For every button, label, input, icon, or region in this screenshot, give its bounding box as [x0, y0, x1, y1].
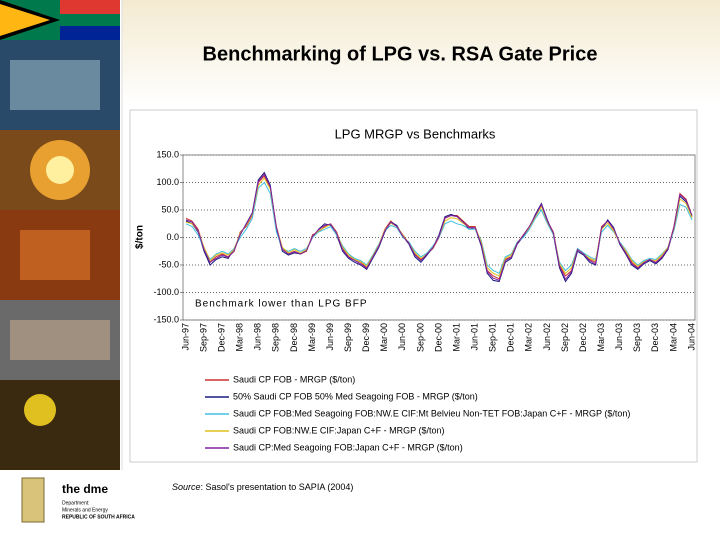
source: Source: Sasol's presentation to SAPIA (2…: [172, 482, 353, 492]
legend-label: Saudi CP FOB:NW.E CIF:Japan C+F - MRGP (…: [233, 425, 444, 435]
y-tick-label: 100.0: [156, 177, 179, 187]
image-strip: [0, 0, 120, 470]
x-tick-label: Jun-03: [614, 323, 624, 351]
annotation: Benchmark lower than LPG BFP: [195, 299, 368, 310]
y-tick-label: 50.0: [161, 204, 179, 214]
slide-title: Benchmarking of LPG vs. RSA Gate Price: [203, 43, 598, 65]
x-tick-label: Mar-00: [379, 323, 389, 352]
x-tick-label: Dec-01: [506, 323, 516, 352]
y-tick-label: -100.0: [153, 287, 179, 297]
x-tick-label: Jun-02: [542, 323, 552, 351]
x-tick-label: Dec-02: [578, 323, 588, 352]
legend-label: Saudi CP:Med Seagoing FOB:Japan C+F - MR…: [233, 442, 463, 452]
x-tick-label: Mar-99: [307, 323, 317, 352]
x-tick-label: Mar-03: [596, 323, 606, 352]
x-tick-label: Jun-99: [325, 323, 335, 351]
x-tick-label: Dec-97: [217, 323, 227, 352]
x-tick-label: Dec-00: [433, 323, 443, 352]
logo-line: REPUBLIC OF SOUTH AFRICA: [62, 514, 135, 520]
y-tick-label: 150.0: [156, 149, 179, 159]
x-tick-label: Mar-01: [451, 323, 461, 352]
chart-title: LPG MRGP vs Benchmarks: [335, 126, 496, 141]
logo-line: Department:: [62, 500, 90, 506]
chart-frame: [129, 109, 698, 463]
x-tick-label: Mar-04: [668, 323, 678, 352]
x-tick-label: Jun-97: [180, 323, 190, 351]
x-tick-label: Jun-00: [397, 323, 407, 351]
x-tick-label: Sep-99: [343, 323, 353, 352]
y-tick-label: -150.0: [153, 314, 179, 324]
y-tick-label: 0.0: [166, 232, 179, 242]
x-tick-label: Dec-99: [361, 323, 371, 352]
x-tick-label: Sep-97: [198, 323, 208, 352]
legend-label: Saudi CP FOB - MRGP ($/ton): [233, 374, 355, 384]
header-bg: [122, 0, 720, 105]
x-tick-label: Sep-98: [271, 323, 281, 352]
x-tick-label: Jun-01: [470, 323, 480, 351]
logo-line: Minerals and Energy: [62, 507, 108, 513]
y-tick-label: -50.0: [158, 259, 179, 269]
x-tick-label: Mar-02: [524, 323, 534, 352]
x-tick-label: Dec-03: [650, 323, 660, 352]
y-axis-label: $/ton: [135, 225, 146, 249]
source-text: : Sasol's presentation to SAPIA (2004): [201, 482, 354, 492]
x-tick-label: Sep-03: [632, 323, 642, 352]
legend-label: Saudi CP FOB:Med Seagoing FOB:NW.E CIF:M…: [233, 408, 630, 418]
x-tick-label: Jun-98: [253, 323, 263, 351]
source-label: Source: [172, 482, 201, 492]
series-line: [185, 181, 693, 274]
x-tick-label: Sep-00: [415, 323, 425, 352]
x-tick-label: Mar-98: [235, 323, 245, 352]
x-tick-label: Sep-01: [488, 323, 498, 352]
x-tick-label: Jun-04: [686, 323, 696, 351]
logo-name: the dme: [62, 482, 108, 496]
x-tick-label: Dec-98: [289, 323, 299, 352]
legend-label: 50% Saudi CP FOB 50% Med Seagoing FOB - …: [233, 391, 478, 401]
series-line: [185, 173, 693, 282]
x-tick-label: Sep-02: [560, 323, 570, 352]
logo: the dme Department: Minerals and Energy …: [21, 477, 135, 523]
